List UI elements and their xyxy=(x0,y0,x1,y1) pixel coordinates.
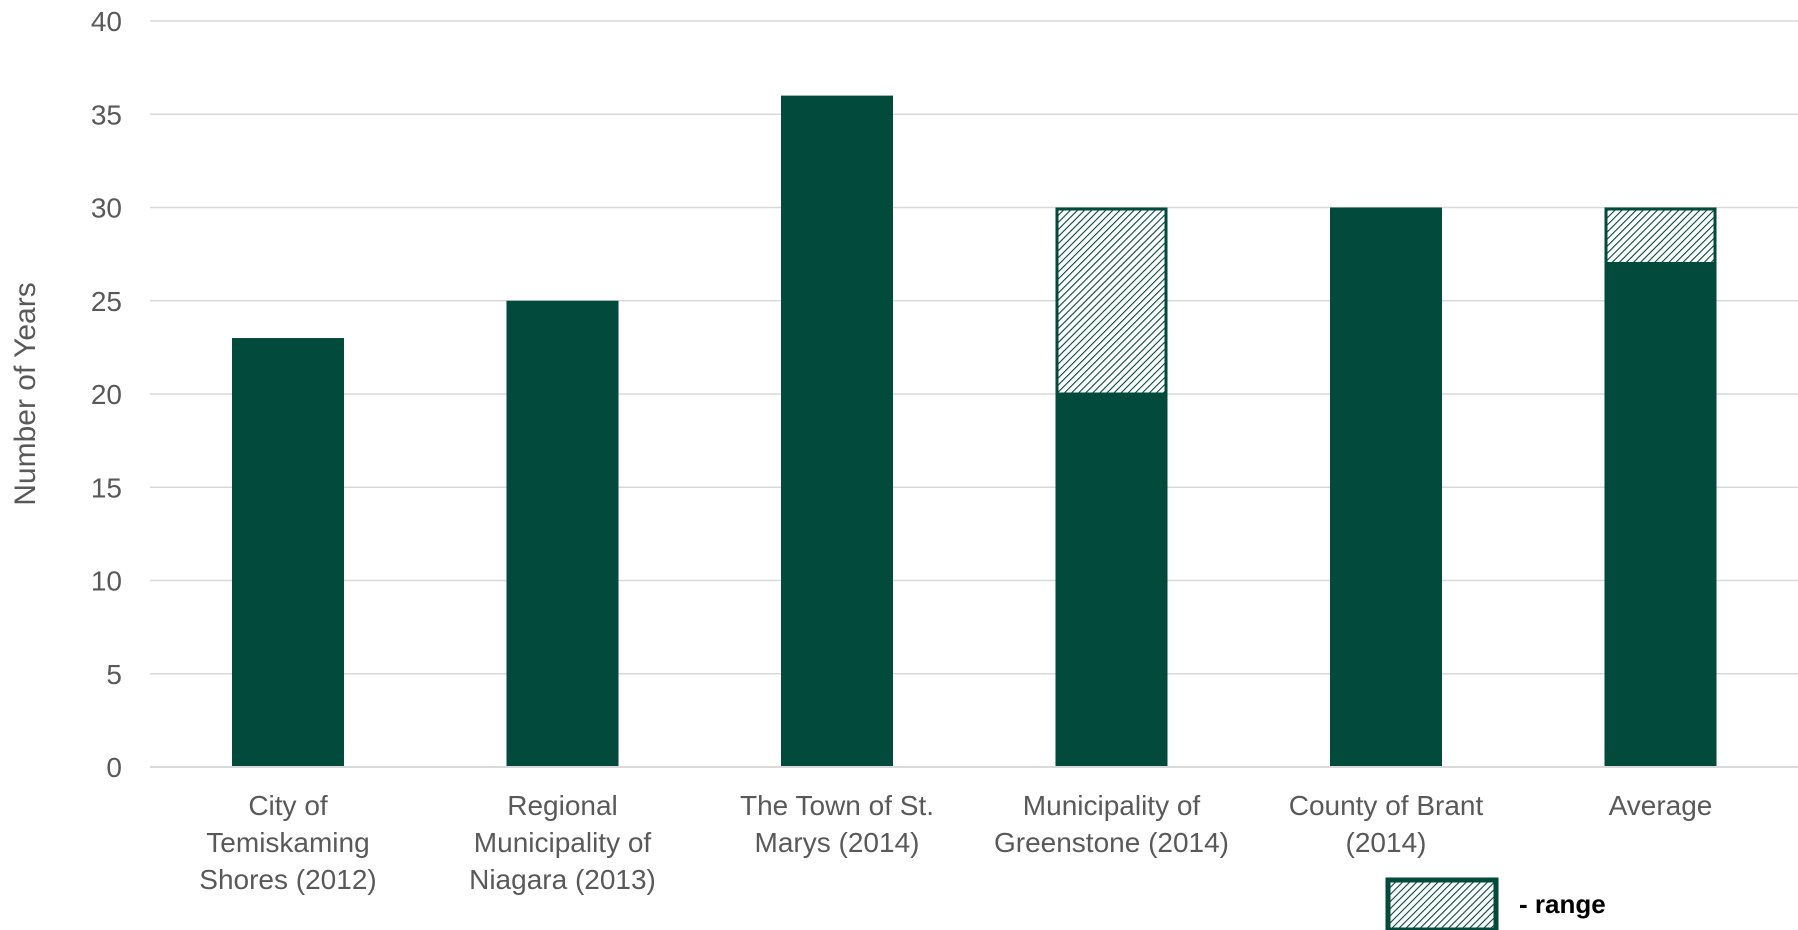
bar-range xyxy=(1604,207,1717,265)
bar-value xyxy=(1604,263,1717,767)
bar-value xyxy=(232,338,344,767)
bars xyxy=(150,95,1798,768)
bar-value xyxy=(506,300,619,767)
x-category-label: City of Temiskaming Shores (2012) xyxy=(199,790,376,895)
y-tick-label: 25 xyxy=(91,286,122,317)
y-tick-label: 30 xyxy=(91,193,122,224)
bar-value xyxy=(1055,394,1168,767)
bar-value xyxy=(781,95,893,768)
x-category-label: Average xyxy=(1609,790,1713,821)
y-tick-label: 0 xyxy=(106,752,122,783)
x-axis-categories: City of Temiskaming Shores (2012) Regional M… xyxy=(199,790,1712,895)
x-category-label: Regional Municipality of Niagara (2013) xyxy=(469,790,656,895)
bar-value xyxy=(1330,207,1442,767)
y-tick-label: 40 xyxy=(91,6,122,37)
x-category-label: Municipality of Greenstone (2014) xyxy=(994,790,1229,858)
legend-swatch-range xyxy=(1385,877,1499,930)
bar-range xyxy=(1055,207,1168,396)
x-category-label: County of Brant (2014) xyxy=(1289,790,1484,858)
y-axis-ticks: 0 5 10 15 20 25 30 35 40 xyxy=(91,6,122,783)
y-axis-title: Number of Years xyxy=(9,282,42,505)
legend: - range xyxy=(1385,877,1606,930)
x-category-label: The Town of St. Marys (2014) xyxy=(740,790,934,858)
y-tick-label: 10 xyxy=(91,566,122,597)
gridlines xyxy=(150,20,1798,768)
y-tick-label: 5 xyxy=(106,659,122,690)
y-tick-label: 35 xyxy=(91,99,122,130)
legend-label-range: - range xyxy=(1519,889,1606,919)
y-tick-label: 15 xyxy=(91,472,122,503)
y-tick-label: 20 xyxy=(91,379,122,410)
